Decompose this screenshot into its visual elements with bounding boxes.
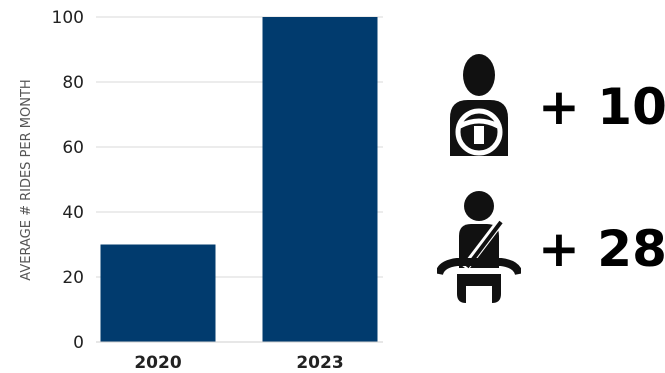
y-axis-ticks: 0 20 40 60 80 100 (52, 8, 84, 353)
driver-stat-value: + 10 (538, 78, 665, 136)
y-axis-label: AVERAGE # RIDES PER MONTH (19, 79, 34, 280)
y-tick-label: 80 (62, 73, 84, 93)
y-tick-label: 60 (62, 138, 84, 158)
bar-2023 (262, 17, 378, 342)
y-tick-label: 100 (52, 8, 84, 28)
bars (100, 17, 378, 342)
y-tick-label: 0 (73, 333, 84, 353)
x-tick-label: 2020 (134, 353, 181, 373)
passenger-seatbelt-icon (437, 191, 521, 303)
bar-chart: 0 20 40 60 80 100 2020 2023 AVERAGE # RIDES PE… (19, 8, 383, 373)
passenger-stat-value: + 28 (538, 220, 665, 278)
bar-2020 (100, 244, 216, 342)
y-tick-label: 40 (62, 203, 84, 223)
y-tick-label: 20 (62, 268, 84, 288)
x-tick-label: 2023 (296, 353, 343, 373)
driver-icon (450, 54, 508, 156)
x-axis-ticks: 2020 2023 (134, 353, 343, 373)
